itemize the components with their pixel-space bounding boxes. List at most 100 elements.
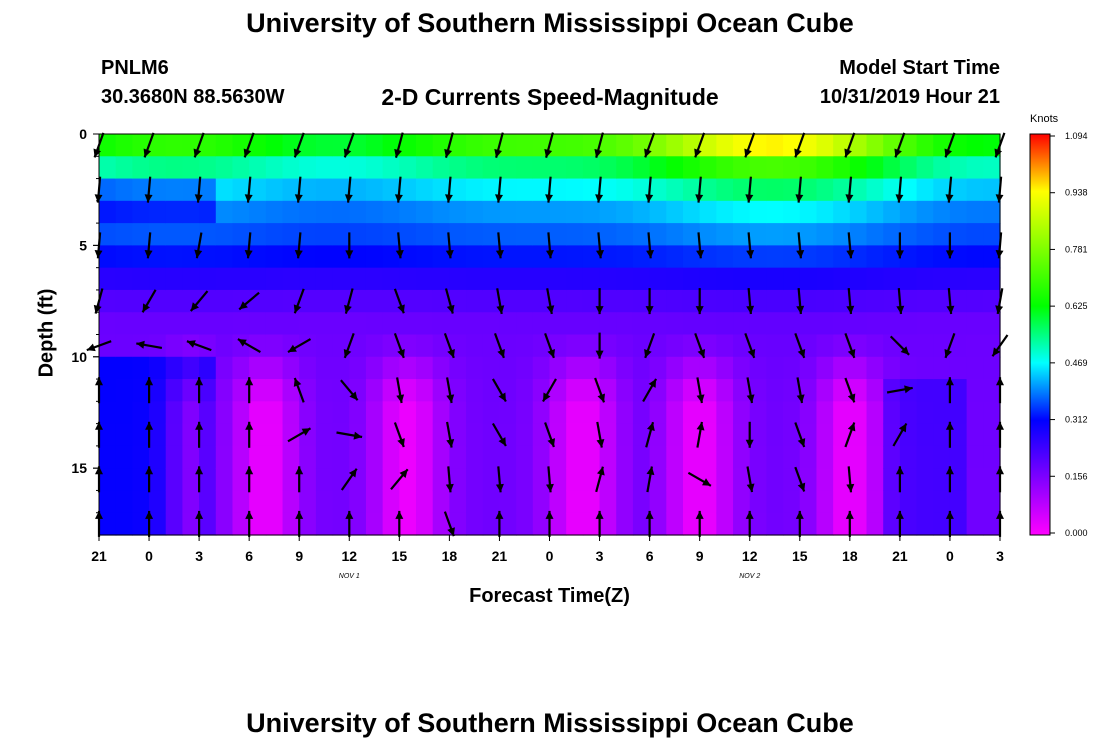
heatmap-cell [399, 267, 417, 291]
heatmap-cell [566, 156, 584, 180]
heatmap-cell [299, 134, 317, 157]
heatmap-cell [199, 156, 217, 180]
heatmap-cell [899, 401, 918, 425]
heatmap-cell [449, 178, 467, 202]
heatmap-cell [299, 312, 317, 336]
heatmap-cell [649, 490, 667, 514]
current-vector [892, 422, 908, 447]
current-vector [595, 510, 604, 537]
heatmap-cell [416, 490, 434, 514]
current-vector [895, 466, 904, 493]
heatmap-cell [232, 156, 250, 180]
heatmap-cell [449, 312, 467, 336]
current-vector [895, 232, 904, 259]
heatmap-cell [949, 178, 968, 202]
heatmap-cell [399, 356, 417, 380]
heatmap-cell [249, 245, 267, 269]
heatmap-cell [666, 512, 684, 536]
colorbar [1029, 133, 1051, 536]
heatmap-cell [215, 312, 234, 336]
heatmap-cell [766, 289, 784, 313]
heatmap-cell [682, 445, 701, 469]
heatmap-cell [983, 356, 1001, 380]
current-vector [445, 176, 453, 203]
heatmap-cell [349, 223, 367, 246]
current-vector [945, 176, 954, 203]
heatmap-cell [332, 356, 350, 380]
heatmap-cell [265, 312, 284, 336]
current-vector [445, 232, 454, 259]
heatmap-cell [716, 334, 734, 358]
heatmap-cell [516, 356, 534, 380]
heatmap-cell [482, 312, 501, 336]
heatmap-cell [699, 401, 717, 425]
heatmap-cell [432, 356, 450, 380]
heatmap-cell [99, 312, 117, 336]
heatmap-cell [215, 512, 234, 536]
current-vector [687, 471, 712, 487]
heatmap-cell [299, 223, 317, 246]
heatmap-cell [632, 245, 651, 269]
heatmap-cell [766, 156, 784, 180]
x-tick-label: 21 [91, 548, 107, 564]
heatmap-cell [966, 267, 984, 291]
heatmap-cell [816, 490, 834, 514]
heatmap-cell [632, 312, 651, 336]
heatmap-cell [265, 289, 284, 313]
heatmap-cell [215, 423, 234, 447]
heatmap-cell [833, 401, 851, 425]
heatmap-cell [399, 223, 417, 246]
heatmap-cell [666, 178, 684, 202]
heatmap-cell [282, 401, 300, 425]
heatmap-cell [666, 356, 684, 380]
heatmap-cell [749, 223, 768, 246]
heatmap-cell [866, 334, 884, 358]
heatmap-cell [616, 134, 634, 157]
heatmap-cell [783, 445, 801, 469]
heatmap-cell [265, 156, 284, 180]
heatmap-cell [516, 445, 534, 469]
heatmap-cell [432, 379, 450, 402]
heatmap-cell [215, 445, 234, 469]
heatmap-cell [666, 490, 684, 514]
current-vector [696, 421, 705, 448]
heatmap-cell [99, 490, 117, 514]
heatmap-cell [432, 267, 450, 291]
heatmap-cell [165, 356, 184, 380]
heatmap-cell [716, 289, 734, 313]
heatmap-cell [966, 445, 984, 469]
heatmap-cell [249, 289, 267, 313]
heatmap-cell [265, 245, 284, 269]
heatmap-cell [249, 401, 267, 425]
heatmap-cell [916, 267, 934, 291]
heatmap-cell [599, 401, 617, 425]
heatmap-cell [599, 156, 617, 180]
heatmap-cell [482, 245, 501, 269]
heatmap-cell [499, 245, 517, 269]
heatmap-cell [432, 312, 450, 336]
heatmap-cell [799, 156, 818, 180]
heatmap-cell [215, 200, 234, 224]
current-vector [493, 333, 505, 359]
current-vector [694, 132, 706, 158]
heatmap-cell [849, 223, 868, 246]
heatmap-cell [599, 334, 617, 358]
heatmap-cell [249, 200, 267, 224]
heatmap-cell [816, 223, 834, 246]
heatmap-cell [182, 490, 200, 514]
heatmap-cell [282, 200, 300, 224]
heatmap-cell [766, 490, 784, 514]
current-vector [896, 288, 905, 315]
heatmap-cell [382, 156, 400, 180]
heatmap-cell [416, 312, 434, 336]
heatmap-cell [766, 267, 784, 291]
current-vector [145, 421, 154, 448]
heatmap-cell [449, 200, 467, 224]
heatmap-cell [365, 512, 384, 536]
heatmap-cell [566, 134, 584, 157]
heatmap-cell [282, 267, 300, 291]
heatmap-cell [149, 445, 167, 469]
heatmap-cell [182, 312, 200, 336]
current-vector [886, 385, 913, 394]
heatmap-cell [315, 379, 334, 402]
